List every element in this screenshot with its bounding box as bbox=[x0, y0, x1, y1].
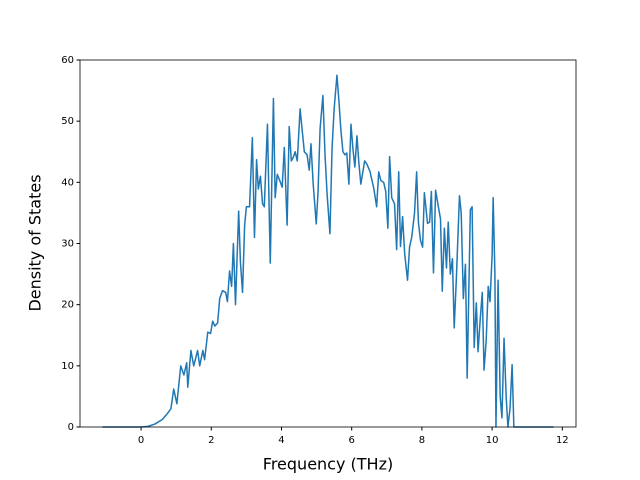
x-tick-label: 8 bbox=[419, 435, 425, 446]
x-tick-label: 2 bbox=[208, 435, 214, 446]
x-axis-label: Frequency (THz) bbox=[263, 455, 393, 474]
y-axis-label: Density of States bbox=[26, 174, 45, 311]
y-tick-label: 30 bbox=[61, 239, 74, 250]
y-tick-label: 40 bbox=[61, 177, 74, 188]
y-tick-label: 10 bbox=[61, 361, 74, 372]
x-tick-label: 10 bbox=[486, 435, 499, 446]
y-tick-label: 0 bbox=[68, 422, 74, 433]
y-tick-label: 20 bbox=[61, 300, 74, 311]
line bbox=[102, 74, 554, 428]
y-tick-label: 60 bbox=[61, 55, 74, 66]
x-tick-label: 0 bbox=[138, 435, 144, 446]
y-tick-label: 50 bbox=[61, 116, 74, 127]
x-tick-label: 4 bbox=[278, 435, 284, 446]
x-tick-label: 6 bbox=[349, 435, 355, 446]
x-tick-label: 12 bbox=[556, 435, 569, 446]
plot-frame bbox=[79, 59, 577, 428]
